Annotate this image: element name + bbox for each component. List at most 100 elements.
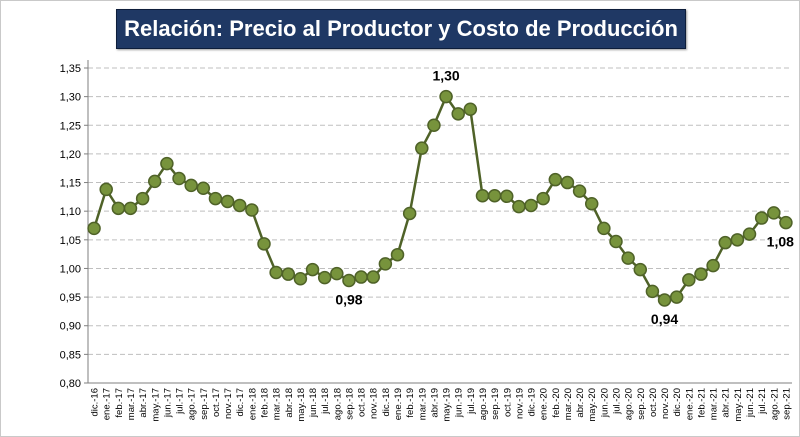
data-point [524,198,538,213]
x-tick-label: feb.-21 [696,388,707,418]
x-tick-label: oct.-20 [648,388,659,417]
data-point [232,198,247,213]
axes [87,60,792,384]
data-point [148,174,162,189]
data-point [633,262,648,277]
x-tick-label: jul.-19 [466,388,477,415]
data-point [402,206,417,221]
y-tick-label: 1,35 [60,63,81,75]
x-tick-label: dic.-18 [381,388,392,417]
x-tick-label: sep.-21 [781,388,792,420]
data-point [767,206,781,220]
x-tick-label: sep.-20 [636,388,647,420]
data-point [730,233,745,247]
annotations: 1,30 0,98 0,94 1,08 [335,68,794,327]
data-point [536,191,550,206]
x-tick-label: dic.-16 [90,388,101,417]
x-tick-label: abr.-20 [575,388,586,418]
x-tick-label: ene.-18 [247,388,258,420]
data-point [342,273,356,288]
data-point [354,270,368,284]
y-tick-label: 0,95 [60,292,81,304]
y-tick-label: 1,30 [60,92,81,104]
y-tick-label: 1,20 [60,149,81,161]
x-tick-label: jun.-18 [308,388,319,418]
y-tick-label: 1,05 [60,235,81,247]
x-tick-label: oct.-17 [211,388,222,417]
data-point [487,188,502,203]
x-tick-label: nov.-20 [660,388,671,419]
x-tick-label: mar.-17 [126,388,137,420]
x-tick-label: may.-21 [733,388,744,422]
x-tick-label: may.-19 [442,388,453,422]
series-line-group [87,89,793,307]
data-point [160,156,174,171]
data-point [621,251,635,265]
x-tick-label: feb.-20 [551,388,562,418]
data-point [245,203,259,217]
x-tick-label: abr.-21 [721,388,732,418]
data-point [609,234,623,249]
x-tick-label: mar.-21 [709,388,720,420]
data-point [463,102,478,116]
data-label: 0,98 [335,291,362,307]
x-tick-label: jun.-17 [162,388,173,418]
data-point [779,215,793,230]
y-tick-label: 1,10 [60,206,81,218]
x-tick-label: jun.-20 [599,388,610,418]
x-tick-label: nov.-19 [514,388,525,419]
data-point [706,258,720,273]
data-point [548,172,563,187]
x-tick-label: abr.-19 [429,388,440,418]
y-tick-label: 1,25 [60,120,81,132]
x-tick-label: jul.-21 [757,388,768,415]
x-tick-label: mar.-20 [563,388,574,420]
data-point [111,201,126,216]
data-point [208,191,223,206]
y-tick-label: 1,00 [60,263,81,275]
x-tick-label: ene.-21 [684,388,695,420]
x-tick-label: jul.-20 [612,388,623,415]
data-point [645,284,660,299]
x-tick-label: jun.-21 [745,388,756,418]
x-tick-label: ago.-18 [332,388,343,420]
data-point [281,267,296,281]
data-point [390,247,405,262]
data-point [584,196,599,211]
data-point [123,201,138,216]
x-tick-label: ago.-19 [478,388,489,420]
data-point [572,184,587,198]
data-point [682,273,696,287]
x-tick-label: jul.-18 [320,388,331,415]
data-point [415,141,429,155]
data-point [560,175,575,190]
x-tick-label: dic.-20 [672,388,683,417]
data-point [512,199,526,214]
data-point [257,237,271,251]
data-point [742,227,757,241]
x-tick-label: ago.-17 [187,388,198,420]
x-tick-label: abr.-17 [138,388,149,418]
x-axis-tick-labels: dic.-16 ene.-17 feb.-17 mar.-17 abr.-17 may.-… [90,388,793,422]
x-tick-label: ago.-21 [769,388,780,420]
data-point [135,191,150,206]
x-tick-label: mar.-19 [417,388,428,420]
y-tick-label: 1,15 [60,178,81,190]
x-tick-label: oct.-19 [502,388,513,417]
y-tick-label: 0,85 [60,349,81,361]
data-point [305,262,320,277]
x-tick-label: may.-17 [150,388,161,422]
data-point [87,221,101,236]
data-point [172,171,186,186]
data-label: 1,08 [767,234,794,250]
data-point [196,181,211,196]
y-axis-tick-labels: 0,80 0,85 0,90 0,95 1,00 1,05 1,10 1,15 1,20 1,25… [60,63,81,390]
x-tick-label: feb.-17 [114,388,125,418]
y-tick-label: 0,90 [60,321,81,333]
x-tick-label: may.-20 [587,388,598,422]
x-tick-label: dic.-19 [527,388,538,417]
data-point [427,118,441,133]
data-point [657,293,672,307]
x-tick-label: ene.-20 [539,388,550,420]
